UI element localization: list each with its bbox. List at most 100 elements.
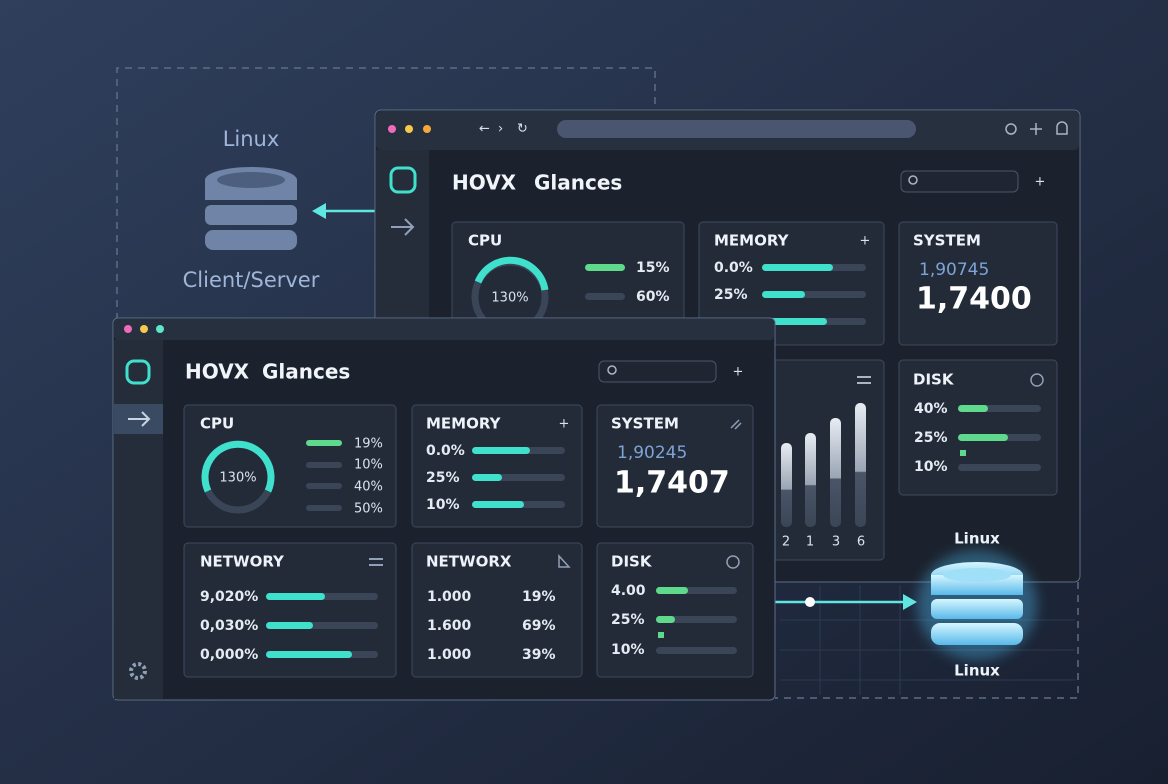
decoration (607, 365, 617, 375)
decoration (306, 483, 342, 489)
decoration (656, 587, 688, 594)
decoration (958, 434, 1008, 441)
system-main: 1,7407 (614, 466, 730, 501)
decoration (201, 440, 275, 493)
row-value: 25% (914, 430, 948, 446)
system-main: 1,7400 (916, 282, 1032, 317)
row-value: 60% (636, 289, 670, 305)
chart-label: 1 (806, 535, 814, 550)
row-value: 10% (426, 497, 460, 513)
decoration (658, 632, 664, 638)
server-icon (205, 167, 297, 250)
decoration (472, 447, 530, 454)
row-value: 19% (354, 437, 383, 452)
decoration (943, 568, 1011, 582)
decoration (830, 418, 841, 527)
front-window: HOVX Glances + CPU 130% 19% 10% 40% 50% … (112, 317, 776, 701)
row-value: 25% (426, 470, 460, 486)
decoration (140, 325, 148, 333)
decoration (855, 403, 866, 527)
row-value: 25% (611, 612, 645, 628)
row-value: 10% (611, 642, 645, 658)
card-title: MEMORY (714, 232, 790, 250)
decoration (266, 651, 352, 658)
row-value: 10% (354, 458, 383, 473)
system-sub: 1,90245 (617, 443, 687, 463)
decoration (1030, 123, 1042, 135)
decoration (730, 419, 742, 430)
decoration (931, 599, 1023, 619)
row-value: 15% (636, 260, 670, 276)
brand: HOVX (452, 171, 517, 195)
gauge-label: 130% (491, 291, 528, 306)
app-name: Glances (262, 360, 350, 384)
disk-card (596, 542, 754, 678)
row-value: 0.0% (714, 260, 753, 276)
decoration (805, 433, 816, 527)
decoration (558, 554, 571, 568)
settings[interactable] (129, 662, 147, 680)
card-title: DISK (913, 371, 955, 389)
url-bar[interactable] (557, 120, 916, 138)
decoration (585, 264, 625, 271)
connection-dot (805, 597, 815, 607)
decoration (762, 264, 833, 271)
network-card (411, 542, 583, 678)
decoration (958, 405, 988, 412)
decoration (656, 616, 675, 623)
nav-forward[interactable]: › (498, 122, 503, 137)
search-box[interactable] (598, 360, 717, 383)
decoration (908, 175, 918, 185)
row-value: 50% (354, 502, 383, 517)
row-value: 9,020% (200, 589, 258, 605)
gauge-label: 130% (219, 471, 256, 486)
decoration (585, 293, 625, 300)
decoration (135, 668, 141, 674)
decoration (656, 616, 737, 623)
decoration (958, 464, 1041, 471)
server-title: Linux (223, 127, 280, 151)
add-button[interactable]: + (1035, 175, 1046, 190)
card-title: NETWORY (200, 553, 285, 571)
chart-label: 2 (782, 535, 790, 550)
row-value: 0,000% (200, 647, 258, 663)
decoration (472, 501, 524, 508)
row-value: 0.0% (426, 443, 465, 459)
decoration (1030, 373, 1044, 387)
row-value: 40% (914, 401, 948, 417)
add-button[interactable]: + (733, 365, 744, 380)
row-value: 25% (714, 287, 748, 303)
decoration (266, 593, 325, 600)
disk-card (898, 359, 1058, 496)
search-box[interactable] (900, 170, 1019, 193)
decoration (960, 450, 966, 456)
dashed-frame (775, 582, 1079, 699)
decoration (781, 443, 792, 527)
row-value: 69% (522, 618, 556, 634)
decoration (124, 325, 132, 333)
decoration (656, 647, 737, 654)
row-value: 19% (522, 589, 556, 605)
icon-glyph: + (860, 234, 871, 249)
row-value: 1.000 (427, 589, 472, 605)
card-title: SYSTEM (611, 415, 679, 433)
app-name: Glances (534, 171, 622, 195)
decoration (423, 125, 431, 133)
decoration (474, 256, 549, 291)
card-title: CPU (468, 232, 502, 250)
decoration (306, 505, 342, 511)
decoration (205, 205, 297, 225)
dashed-frame (116, 67, 656, 320)
system-card (898, 221, 1058, 346)
row-value: 0,030% (200, 618, 258, 634)
reload[interactable]: ↻ (517, 122, 528, 137)
network-card (183, 542, 397, 678)
row-value: 39% (522, 647, 556, 663)
cpu-card (183, 404, 397, 528)
nav-back[interactable]: ← (479, 122, 490, 137)
decoration (125, 359, 151, 385)
decoration (389, 166, 417, 194)
row-value: 40% (354, 480, 383, 495)
decoration (369, 558, 383, 566)
